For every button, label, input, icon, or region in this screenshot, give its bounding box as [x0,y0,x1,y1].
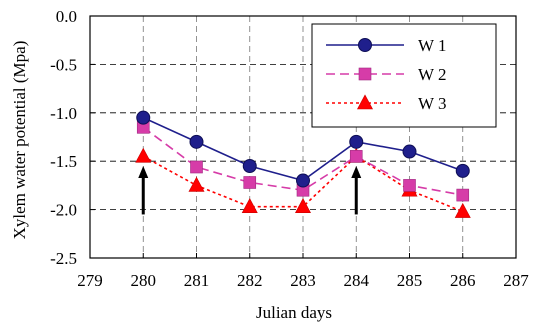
data-point [349,134,364,149]
arrow-head [138,166,149,179]
legend-label: W 3 [418,94,447,113]
data-point [243,176,257,189]
legend-box [311,23,497,128]
y-tick-label: -2.5 [50,249,77,268]
x-tick-label: 285 [397,271,423,290]
legend-item: W 1 [326,36,447,55]
legend-items: W 1 W 2 W 3 [326,36,447,113]
x-tick-label: 282 [237,271,263,290]
series-layer [135,110,471,218]
legend-marker [358,67,372,81]
x-tick-label: 283 [290,271,316,290]
data-point [455,163,470,178]
data-point [188,176,205,192]
annotation-arrows [138,166,362,215]
data-point [294,198,312,213]
legend-item: W 3 [326,94,447,113]
x-tick-label: 286 [450,271,476,290]
x-tick-label: 287 [503,271,529,290]
data-point [190,160,203,174]
y-tick-label: -2.0 [50,201,77,220]
legend: W 1 W 2 W 3 [311,23,497,128]
data-point [296,173,310,188]
x-tick-label: 281 [184,271,210,290]
y-tick-label: -0.5 [50,55,77,74]
y-tick-label: -1.5 [50,152,77,171]
x-tick-label: 284 [344,271,370,290]
legend-marker [356,94,374,110]
y-axis-ticks: 0.0 -0.5 -1.0 -1.5 -2.0 -2.5 [50,7,95,268]
data-point [135,147,152,163]
data-point [241,198,258,213]
data-point [242,159,257,174]
data-point [189,134,204,149]
y-axis-title: Xylem water potential (Mpa) [10,41,29,240]
y-tick-label: -1.0 [50,104,77,123]
legend-item: W 2 [326,65,447,84]
arrow-head [351,166,362,179]
legend-marker [358,38,372,52]
x-tick-label: 280 [131,271,157,290]
legend-label: W 1 [418,36,447,55]
x-axis-ticks: 279 280 281 282 283 284 285 286 287 [77,253,529,290]
legend-label: W 2 [418,65,447,84]
data-point [402,144,417,159]
data-point [403,179,416,192]
data-point [456,188,470,202]
y-tick-label: 0.0 [56,7,77,26]
data-point [136,110,151,125]
series-w1 [136,110,470,188]
x-axis-title: Julian days [256,303,332,322]
x-tick-label: 279 [77,271,103,290]
data-point [349,150,363,163]
data-point [454,202,471,218]
